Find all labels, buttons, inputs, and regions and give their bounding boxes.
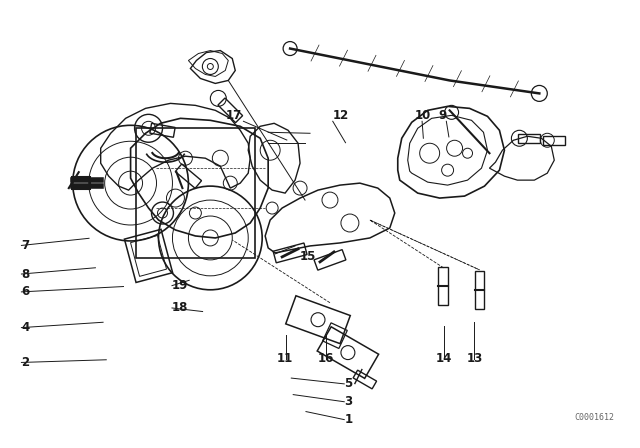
Text: 9: 9 bbox=[438, 109, 446, 122]
Text: 7: 7 bbox=[21, 239, 29, 252]
Text: 8: 8 bbox=[21, 267, 29, 280]
Text: 10: 10 bbox=[415, 109, 431, 122]
Text: 1: 1 bbox=[344, 413, 353, 426]
Text: 6: 6 bbox=[21, 285, 29, 298]
Text: 4: 4 bbox=[21, 321, 29, 334]
Text: 17: 17 bbox=[225, 109, 242, 122]
Text: 18: 18 bbox=[172, 302, 188, 314]
Text: 5: 5 bbox=[344, 377, 353, 390]
Text: 3: 3 bbox=[344, 395, 353, 408]
Text: 13: 13 bbox=[467, 353, 483, 366]
Text: 14: 14 bbox=[436, 353, 452, 366]
Text: 19: 19 bbox=[172, 279, 188, 292]
Text: C0001612: C0001612 bbox=[574, 414, 614, 422]
Text: 12: 12 bbox=[333, 109, 349, 122]
Text: 16: 16 bbox=[317, 353, 334, 366]
Text: 15: 15 bbox=[300, 250, 316, 263]
Text: 11: 11 bbox=[276, 353, 293, 366]
Text: 2: 2 bbox=[21, 356, 29, 369]
